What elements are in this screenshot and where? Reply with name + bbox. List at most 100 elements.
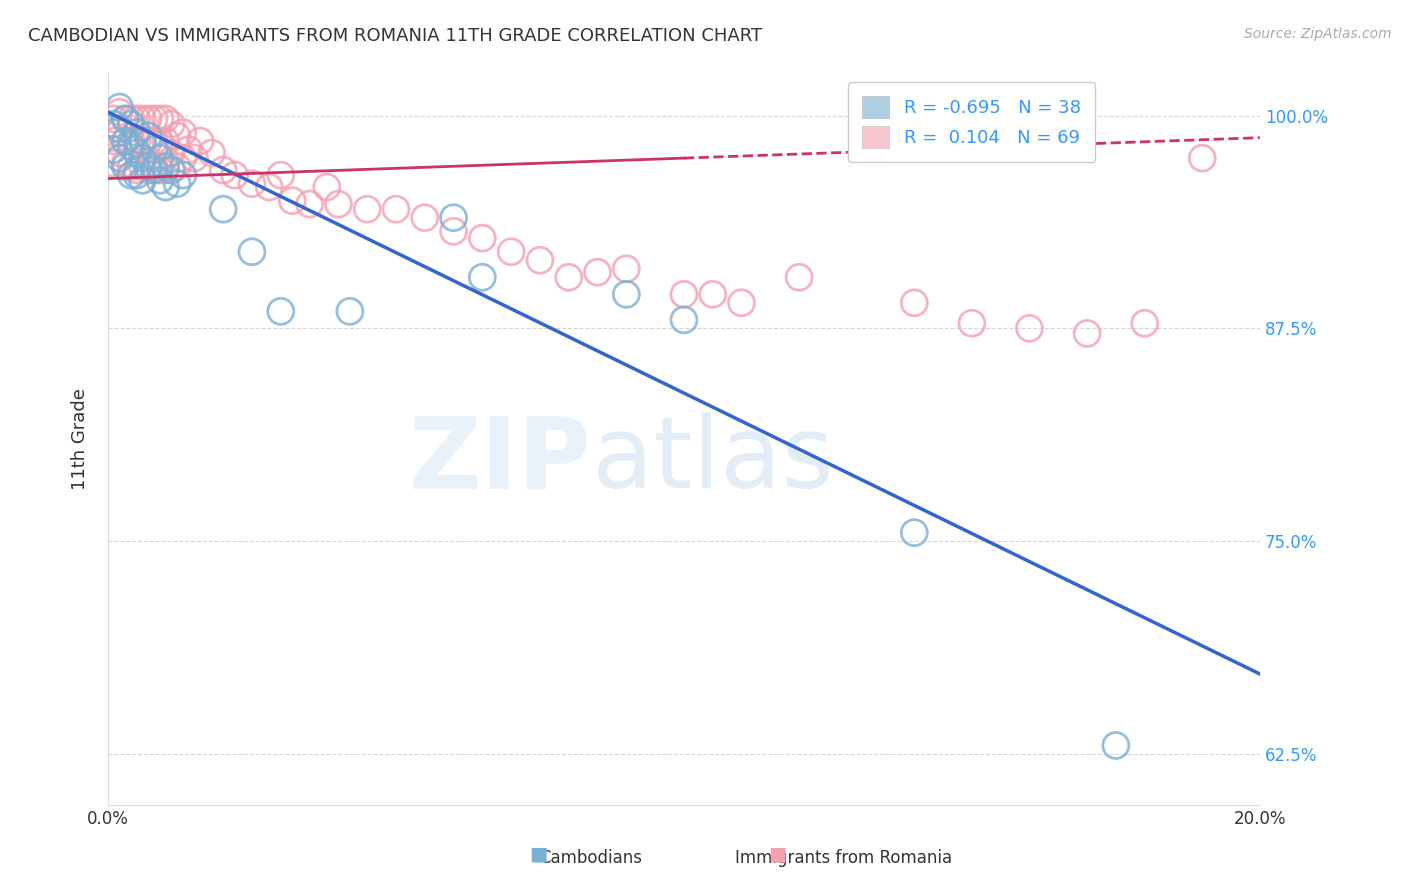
Point (1105, 739, 1128, 753)
Point (108, 126, 131, 140)
Point (131, 112, 153, 126)
Point (125, 134, 148, 148)
Point (143, 160, 166, 174)
Point (529, 253, 551, 268)
Point (108, 100, 131, 114)
Point (1133, 316, 1156, 330)
Point (702, 287, 724, 301)
Point (172, 126, 194, 140)
Point (339, 304, 361, 318)
Point (356, 202, 378, 217)
Point (149, 112, 172, 126)
Point (143, 163, 166, 178)
Point (114, 160, 136, 174)
Point (108, 151, 131, 165)
Point (125, 112, 148, 126)
Point (172, 168, 194, 182)
Point (166, 160, 188, 174)
Point (131, 160, 153, 174)
Point (114, 156, 136, 170)
Point (108, 122, 131, 136)
Point (103, 134, 125, 148)
Point (471, 231, 494, 245)
Point (172, 151, 194, 165)
Point (131, 134, 153, 148)
Point (103, 117, 125, 131)
Point (166, 128, 188, 143)
Point (103, 112, 125, 126)
Point (787, 270, 810, 285)
Point (114, 134, 136, 148)
Point (413, 211, 436, 225)
Point (1191, 151, 1213, 165)
Point (672, 313, 695, 327)
Point (177, 143, 200, 157)
Point (114, 112, 136, 126)
Point (120, 139, 142, 153)
Point (120, 168, 142, 182)
Point (155, 134, 177, 148)
Point (143, 112, 166, 126)
Point (166, 177, 188, 191)
Text: Immigrants from Romania: Immigrants from Romania (735, 849, 952, 867)
Text: ■: ■ (768, 844, 787, 863)
Point (270, 304, 292, 318)
Point (125, 163, 148, 178)
Point (240, 244, 263, 259)
Point (136, 134, 159, 148)
Point (501, 244, 523, 259)
Point (270, 168, 292, 182)
Text: Source: ZipAtlas.com: Source: ZipAtlas.com (1244, 27, 1392, 41)
Point (315, 180, 337, 194)
Point (160, 146, 183, 161)
Point (108, 146, 131, 161)
Point (298, 197, 321, 211)
Point (443, 224, 465, 238)
Point (131, 173, 153, 187)
Point (155, 112, 177, 126)
Y-axis label: 11th Grade: 11th Grade (72, 388, 89, 490)
Point (143, 143, 166, 157)
Point (120, 160, 142, 174)
Point (120, 112, 142, 126)
Point (672, 287, 695, 301)
Point (155, 160, 177, 174)
Point (212, 163, 235, 178)
Point (136, 163, 159, 178)
Point (160, 117, 183, 131)
Point (259, 180, 281, 194)
Point (155, 180, 177, 194)
Text: ■: ■ (529, 844, 548, 863)
Point (103, 143, 125, 157)
Point (125, 126, 148, 140)
Point (136, 160, 159, 174)
Point (114, 112, 136, 126)
Point (471, 270, 494, 285)
Point (183, 151, 205, 165)
Point (614, 261, 637, 276)
Point (108, 105, 131, 120)
Point (103, 156, 125, 170)
Point (328, 197, 350, 211)
Text: Cambodians: Cambodians (538, 849, 643, 867)
Legend: R = -0.695   N = 38, R =  0.104   N = 69: R = -0.695 N = 38, R = 0.104 N = 69 (848, 82, 1095, 162)
Point (160, 163, 183, 178)
Text: atlas: atlas (592, 412, 834, 509)
Point (131, 134, 153, 148)
Point (149, 134, 172, 148)
Point (558, 270, 581, 285)
Point (125, 168, 148, 182)
Text: ZIP: ZIP (409, 412, 592, 509)
Point (136, 128, 159, 143)
Text: CAMBODIAN VS IMMIGRANTS FROM ROMANIA 11TH GRADE CORRELATION CHART: CAMBODIAN VS IMMIGRANTS FROM ROMANIA 11T… (28, 27, 762, 45)
Point (149, 163, 172, 178)
Point (903, 295, 925, 310)
Point (240, 177, 263, 191)
Point (281, 194, 304, 208)
Point (443, 211, 465, 225)
Point (114, 134, 136, 148)
Point (149, 151, 172, 165)
Point (960, 316, 983, 330)
Point (586, 265, 609, 279)
Point (212, 202, 235, 217)
